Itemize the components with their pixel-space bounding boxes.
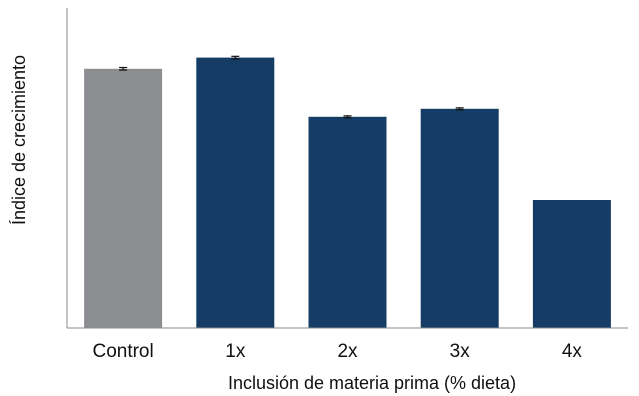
x-tick-label-3x: 3x (450, 341, 471, 362)
error-bars (119, 55, 464, 119)
error-bar-2x (343, 115, 352, 119)
x-axis-label: Inclusión de materia prima (% dieta) (228, 373, 516, 393)
error-bar-control (119, 66, 128, 71)
x-tick-label-1x: 1x (225, 341, 246, 362)
bar-1x (196, 57, 275, 328)
bar-3x (420, 108, 499, 328)
y-axis-label: Índice de crecimiento (9, 55, 29, 225)
error-bar-1x (231, 55, 240, 60)
x-tick-label-control: Control (92, 341, 153, 362)
bar-control (84, 68, 163, 329)
x-tick-label-4x: 4x (562, 341, 583, 362)
bar-2x (308, 116, 387, 328)
error-bar-3x (455, 107, 464, 111)
bar-4x (532, 200, 611, 328)
bars (84, 57, 611, 329)
x-tick-labels: Control 1x 2x 3x 4x (92, 341, 582, 362)
x-tick-label-2x: 2x (337, 341, 358, 362)
